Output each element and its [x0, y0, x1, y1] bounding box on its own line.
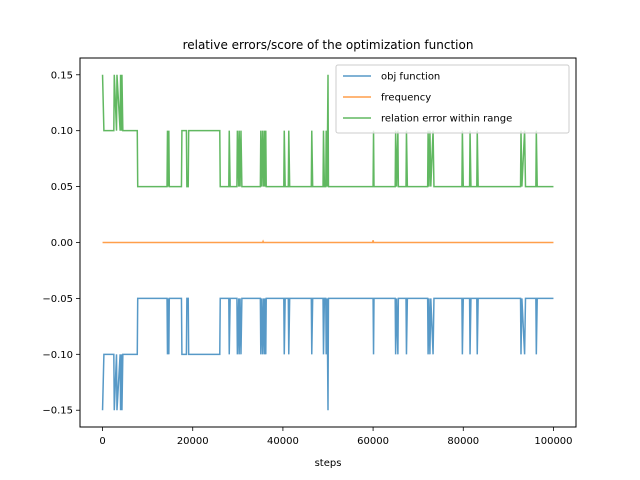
y-tick-label-0: −0.15 — [42, 406, 73, 417]
legend-items: obj function frequency relation error with… — [343, 72, 512, 125]
legend-label-0: obj function — [381, 72, 440, 83]
legend-box — [335, 64, 570, 134]
y-tick-label-1: −0.10 — [42, 350, 73, 361]
x-tick-label-3: 60000 — [357, 436, 389, 447]
series-line-2 — [101, 74, 554, 188]
y-tick-label-3: 0.00 — [51, 238, 73, 249]
y-axis: −0.15 −0.10 −0.05 0.00 0.05 0.10 0.15 — [42, 70, 80, 417]
y-tick-label-6: 0.15 — [51, 70, 73, 81]
series-line-1 — [102, 239, 554, 244]
y-tick-label-2: −0.05 — [42, 294, 73, 305]
legend: obj function frequency relation error with… — [335, 64, 570, 134]
x-tick-label-5: 100000 — [534, 436, 572, 447]
x-axis: 0 20000 40000 60000 80000 100000 — [99, 427, 573, 447]
series-layer — [101, 74, 554, 411]
legend-label-1: frequency — [381, 93, 431, 104]
series-line-0 — [101, 297, 554, 411]
y-tick-label-4: 0.05 — [51, 182, 73, 193]
y-tick-label-5: 0.10 — [51, 126, 73, 137]
x-tick-label-2: 40000 — [267, 436, 299, 447]
x-tick-label-4: 80000 — [447, 436, 479, 447]
chart-title: relative errors/score of the optimizatio… — [183, 38, 474, 52]
x-axis-title: steps — [315, 458, 342, 469]
legend-label-2: relation error within range — [381, 114, 512, 125]
x-tick-label-0: 0 — [99, 436, 105, 447]
x-tick-label-1: 20000 — [177, 436, 209, 447]
